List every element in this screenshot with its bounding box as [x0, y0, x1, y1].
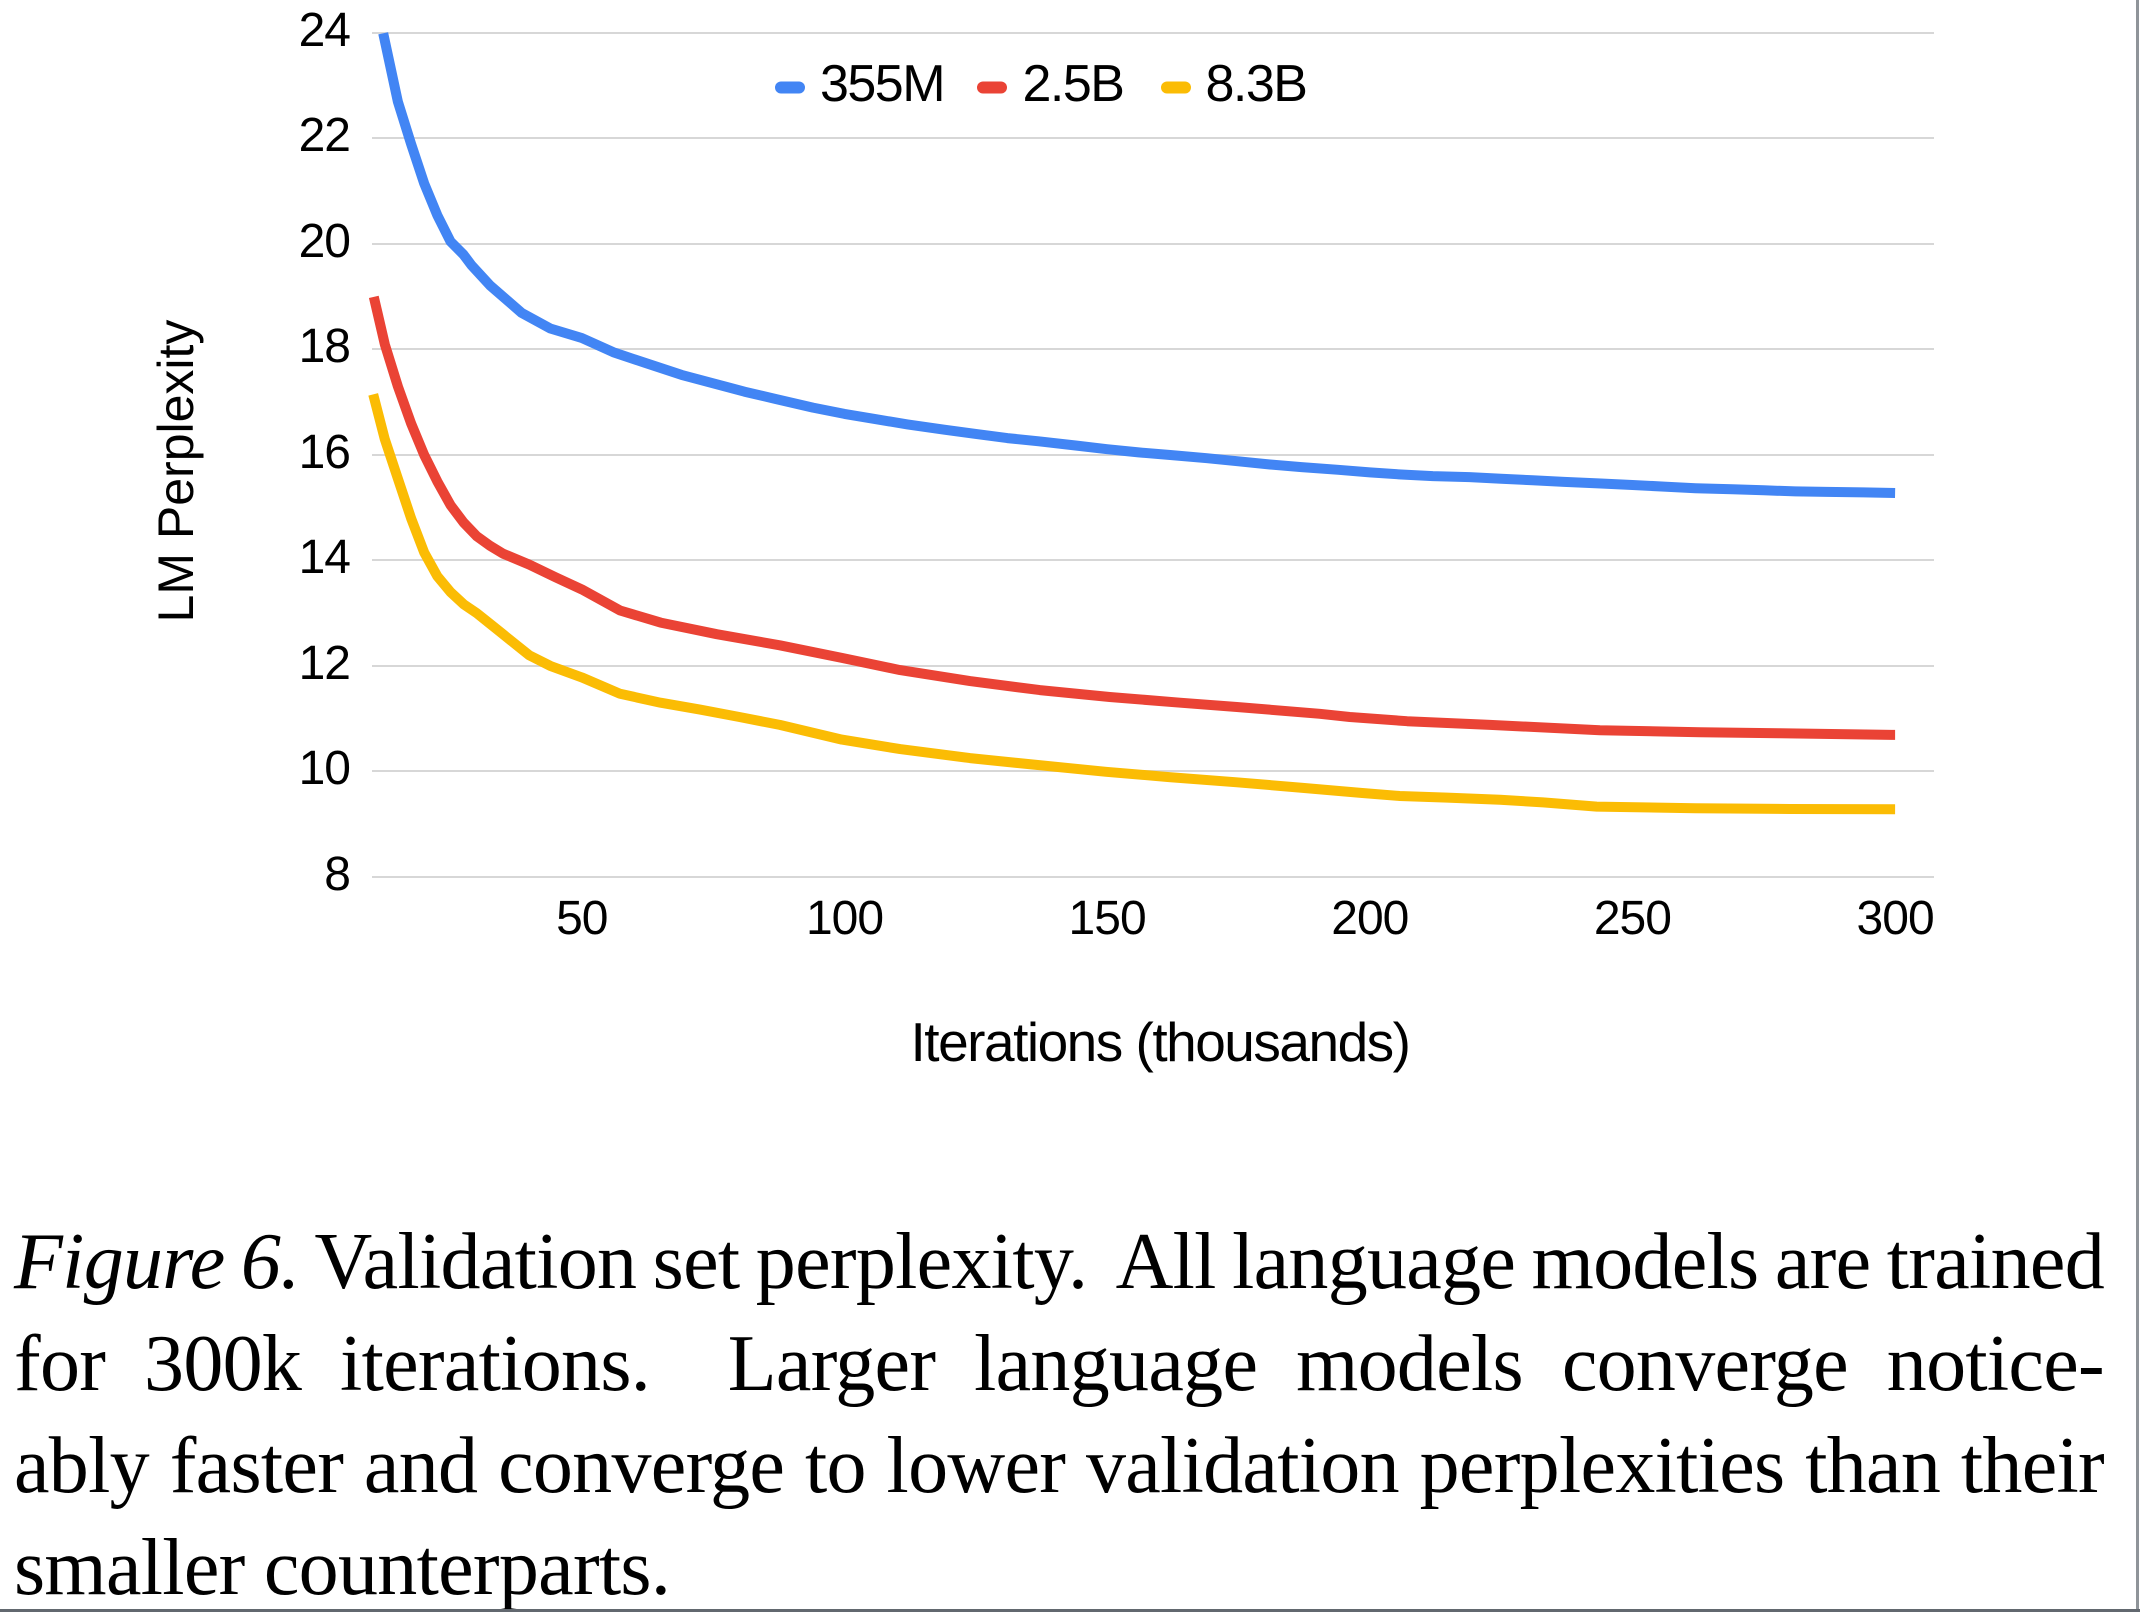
- svg-text:LM Perplexity: LM Perplexity: [148, 320, 204, 623]
- svg-text:20: 20: [299, 215, 350, 268]
- svg-text:10: 10: [299, 742, 350, 795]
- svg-text:300: 300: [1857, 892, 1934, 945]
- svg-text:8: 8: [324, 848, 350, 901]
- svg-text:8.3B: 8.3B: [1206, 55, 1307, 113]
- svg-text:50: 50: [556, 892, 607, 945]
- svg-text:22: 22: [299, 109, 350, 162]
- svg-text:14: 14: [299, 531, 351, 584]
- svg-text:2.5B: 2.5B: [1023, 55, 1124, 113]
- svg-text:150: 150: [1069, 892, 1146, 945]
- svg-text:24: 24: [299, 4, 351, 57]
- svg-text:18: 18: [299, 320, 350, 373]
- svg-text:200: 200: [1331, 892, 1408, 945]
- svg-text:Iterations (thousands): Iterations (thousands): [911, 1011, 1410, 1073]
- svg-text:16: 16: [299, 426, 350, 479]
- svg-text:250: 250: [1594, 892, 1671, 945]
- svg-text:355M: 355M: [820, 55, 944, 113]
- svg-text:100: 100: [806, 892, 883, 945]
- svg-text:12: 12: [299, 637, 350, 690]
